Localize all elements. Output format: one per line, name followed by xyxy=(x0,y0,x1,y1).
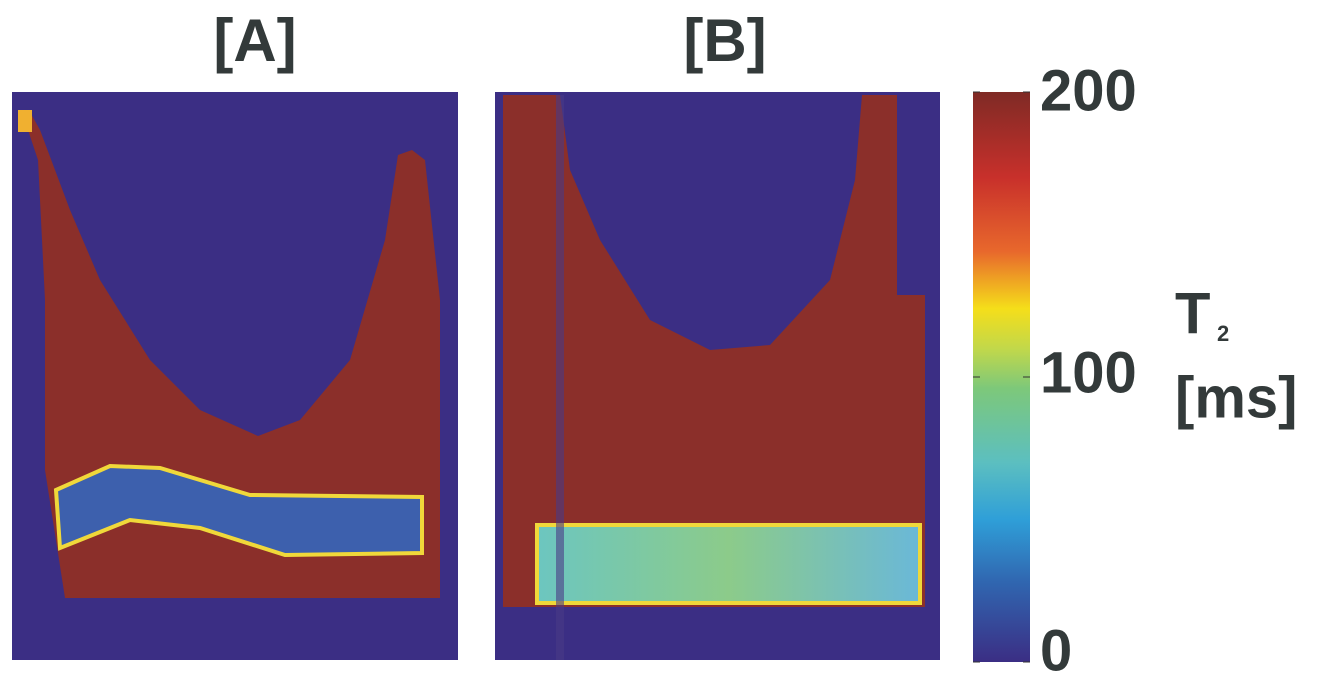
colorbar-quantity: T xyxy=(1175,281,1210,346)
t2-map-b xyxy=(495,92,940,660)
colorbar xyxy=(973,92,1030,662)
panel-title: [B] xyxy=(683,7,766,74)
colorbar-tick-label: 0 xyxy=(1040,618,1072,682)
colorbar-subscript: 2 xyxy=(1217,321,1229,346)
colorbar-tick-label: 200 xyxy=(1040,58,1137,123)
colorbar-unit: [ms] xyxy=(1175,365,1297,430)
panel-title: [A] xyxy=(213,7,296,74)
colorbar-tick-label: 100 xyxy=(1040,340,1137,405)
figure: [A] [B] 0 100 200 T 2 [ms] xyxy=(0,0,1317,682)
t2-map-a xyxy=(12,92,458,660)
